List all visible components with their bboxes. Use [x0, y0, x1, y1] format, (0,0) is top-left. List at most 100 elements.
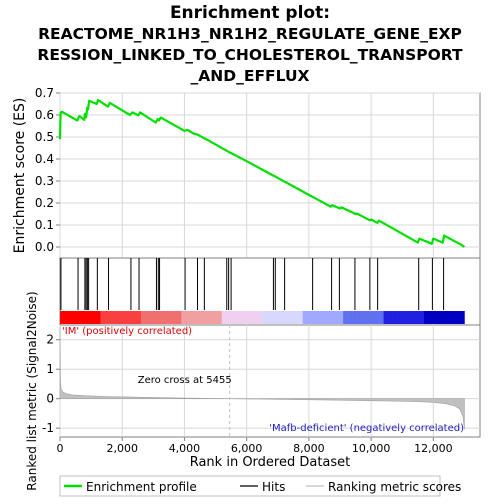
heatmap-segment: [406, 311, 411, 324]
heatmap-segment: [203, 311, 209, 324]
legend-entry: Hits: [262, 480, 285, 494]
heatmap-segment: [77, 311, 83, 324]
heatmap-segment: [257, 311, 263, 324]
heatmap-segment: [437, 311, 443, 324]
rank-heatmap-bar: [60, 311, 465, 324]
metric-panel-frame: [59, 324, 481, 438]
heatmap-segment: [262, 311, 268, 324]
title-line: Enrichment plot:: [170, 3, 330, 23]
heatmap-segment: [379, 311, 384, 324]
heatmap-segment: [266, 311, 272, 324]
heatmap-segment: [293, 311, 299, 324]
es-y-tick-label: 0.4: [35, 152, 54, 166]
heatmap-segment: [455, 311, 461, 324]
metric-y-tick-label: 0: [46, 392, 54, 406]
heatmap-segment: [289, 311, 294, 324]
heatmap-segment: [248, 311, 254, 324]
heatmap-segment: [320, 311, 326, 324]
heatmap-segment: [271, 311, 276, 324]
es-y-tick-label: 0.6: [35, 108, 54, 122]
es-y-tick-label: 0.2: [35, 196, 54, 210]
metric-y-ticks: -1 0 1 2: [42, 333, 60, 435]
es-y-axis-label: Enrichment score (ES): [12, 98, 28, 254]
heatmap-segment: [145, 311, 151, 324]
heatmap-segment: [253, 311, 259, 324]
heatmap-segment: [100, 311, 106, 324]
heatmap-segment: [284, 311, 290, 324]
heatmap-segment: [199, 311, 205, 324]
heatmap-segment: [86, 311, 92, 324]
x-tick-label: 6,000: [231, 442, 263, 455]
heatmap-segment: [347, 311, 353, 324]
heatmap-segment: [136, 311, 142, 324]
heatmap-segment: [302, 311, 308, 324]
heatmap-segment: [221, 311, 227, 324]
x-tick-label: 8,000: [293, 442, 325, 455]
hit-marks: [60, 258, 445, 310]
zero-cross-label: Zero cross at 5455: [138, 375, 232, 386]
heatmap-segment: [68, 311, 74, 324]
heatmap-segment: [361, 311, 366, 324]
heatmap-segment: [131, 311, 137, 324]
title-line: _AND_EFFLUX: [191, 67, 310, 85]
heatmap-segment: [275, 311, 281, 324]
es-y-tick-label: 0.0: [35, 240, 54, 254]
hits-panel: [59, 257, 481, 326]
heatmap-segment: [356, 311, 362, 324]
heatmap-segment: [154, 311, 160, 324]
x-tick-label: 10,000: [352, 442, 391, 455]
heatmap-segment: [230, 311, 236, 324]
heatmap-segment: [311, 311, 317, 324]
metric-y-tick-label: 2: [46, 333, 54, 347]
heatmap-segment: [217, 311, 223, 324]
heatmap-segment: [172, 311, 178, 324]
positive-correlation-label: 'IM' (positively correlated): [62, 326, 192, 337]
heatmap-segment: [383, 311, 389, 324]
title-line: REACTOME_NR1H3_NR1H2_REGULATE_GENE_EXP: [38, 25, 462, 43]
heatmap-segment: [109, 311, 115, 324]
chart-title: Enrichment plot: REACTOME_NR1H3_NR1H2_REG…: [37, 3, 463, 85]
heatmap-segment: [127, 311, 133, 324]
heatmap-segment: [212, 311, 218, 324]
heatmap-segment: [60, 311, 65, 324]
heatmap-segment: [374, 311, 380, 324]
heatmap-segment: [64, 311, 70, 324]
heatmap-segment: [446, 311, 452, 324]
heatmap-segment: [82, 311, 88, 324]
heatmap-segment: [329, 311, 335, 324]
ranking-metric-area: [59, 326, 465, 430]
heatmap-segment: [432, 311, 438, 324]
heatmap-segment: [419, 311, 425, 324]
enrichment-score-panel: 0.0 0.1 0.2 0.3 0.4 0.5 0.6 0.7 Enrichment scor…: [12, 86, 481, 259]
heatmap-segment: [316, 311, 321, 324]
heatmap-segment: [428, 311, 434, 324]
negative-correlation-label: 'Mafb-deficient' (negatively correlated): [269, 423, 464, 434]
heatmap-segment: [244, 311, 250, 324]
heatmap-segment: [280, 311, 285, 324]
heatmap-segment: [401, 311, 407, 324]
heatmap-segment: [194, 311, 200, 324]
x-tick-label: 12,000: [414, 442, 453, 455]
title-line: RESSION_LINKED_TO_CHOLESTEROL_TRANSPORT: [37, 46, 463, 64]
x-tick-label: 2,000: [106, 442, 138, 455]
heatmap-segment: [95, 311, 101, 324]
es-y-tick-label: 0.7: [35, 86, 54, 100]
heatmap-segment: [338, 311, 344, 324]
heatmap-segment: [370, 311, 375, 324]
heatmap-segment: [167, 311, 173, 324]
heatmap-segment: [307, 311, 312, 324]
metric-y-axis-label: Ranked list metric (Signal2Noise): [25, 291, 39, 490]
metric-y-tick-label: 1: [46, 362, 54, 376]
heatmap-segment: [239, 311, 245, 324]
heatmap-segment: [181, 311, 187, 324]
heatmap-segment: [208, 311, 214, 324]
heatmap-segment: [235, 311, 241, 324]
top-panel-frame: [59, 92, 481, 259]
x-tick-label: 0: [57, 442, 64, 455]
heatmap-segment: [415, 311, 420, 324]
x-axis-ticks: 0 2,000 4,000 6,000 8,000 10,000 12,000: [57, 437, 453, 455]
heatmap-segment: [149, 311, 155, 324]
heatmap-segment: [397, 311, 402, 324]
